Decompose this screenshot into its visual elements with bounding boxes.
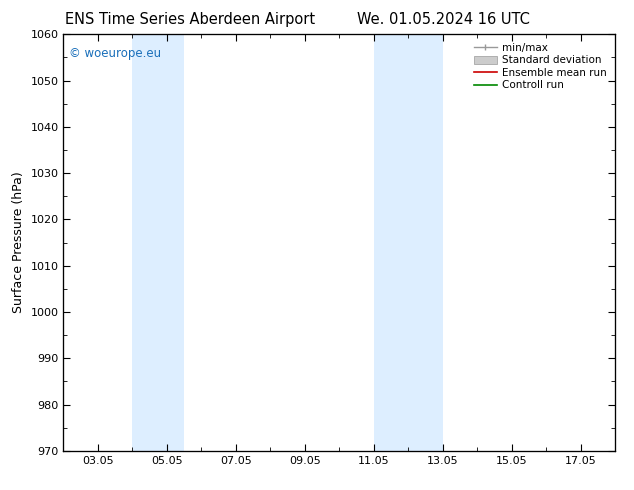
Text: ENS Time Series Aberdeen Airport: ENS Time Series Aberdeen Airport [65, 12, 315, 27]
Text: We. 01.05.2024 16 UTC: We. 01.05.2024 16 UTC [358, 12, 530, 27]
Bar [373, 34, 443, 451]
Legend: min/max, Standard deviation, Ensemble mean run, Controll run: min/max, Standard deviation, Ensemble me… [470, 40, 610, 94]
Text: © woeurope.eu: © woeurope.eu [69, 47, 161, 60]
Bar [133, 34, 184, 451]
Y-axis label: Surface Pressure (hPa): Surface Pressure (hPa) [12, 172, 25, 314]
